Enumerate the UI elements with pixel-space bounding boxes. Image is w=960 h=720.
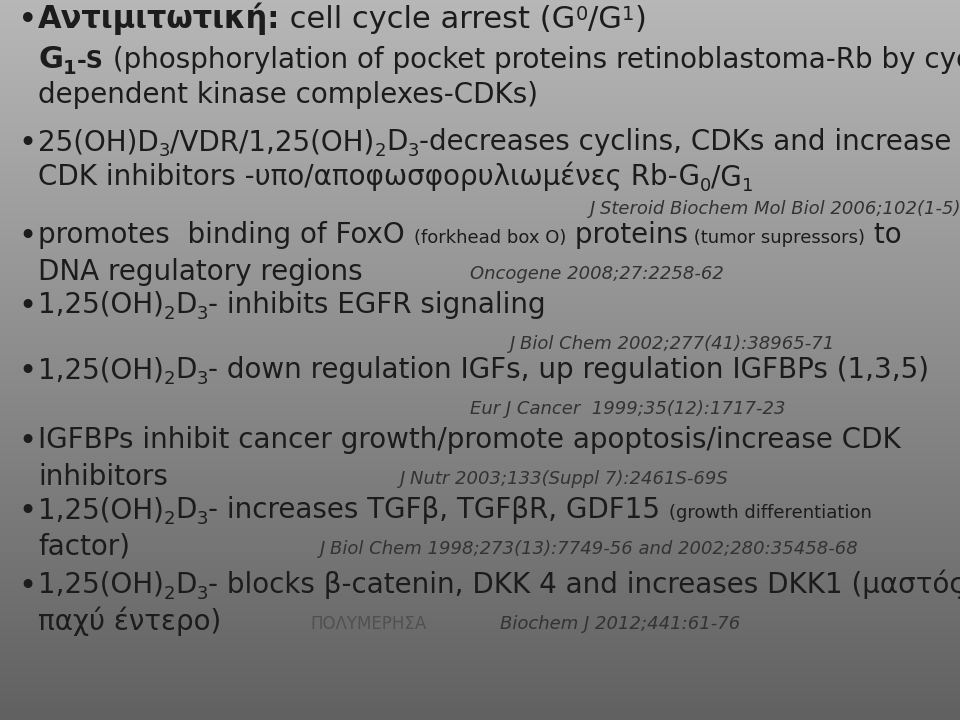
Text: 0: 0 (700, 177, 711, 195)
Text: •: • (18, 292, 36, 321)
Text: 2: 2 (164, 585, 176, 603)
Text: 0: 0 (576, 5, 588, 24)
Text: factor): factor) (38, 533, 130, 561)
Text: DNA regulatory regions: DNA regulatory regions (38, 258, 363, 286)
Text: /G: /G (588, 5, 622, 34)
Text: (forkhead box O): (forkhead box O) (414, 229, 565, 247)
Text: /G: /G (711, 163, 742, 191)
Text: G: G (38, 45, 63, 74)
Text: inhibitors: inhibitors (38, 463, 168, 491)
Text: Eur J Cancer  1999;35(12):1717-23: Eur J Cancer 1999;35(12):1717-23 (470, 400, 785, 418)
Text: 3: 3 (158, 142, 170, 160)
Text: 3: 3 (407, 142, 419, 160)
Text: παχύ έντερο): παχύ έντερο) (38, 606, 221, 636)
Text: 3: 3 (197, 510, 208, 528)
Text: proteins: proteins (565, 221, 688, 249)
Text: •: • (18, 4, 37, 37)
Text: ΠΟΛΥΜΕΡΗΣΑ: ΠΟΛΥΜΕΡΗΣΑ (310, 616, 426, 634)
Text: •: • (18, 129, 36, 158)
Text: 25(OH)D: 25(OH)D (38, 128, 158, 156)
Text: -decreases cyclins, CDKs and increase: -decreases cyclins, CDKs and increase (419, 128, 951, 156)
Text: 2: 2 (374, 142, 386, 160)
Text: D: D (176, 356, 197, 384)
Text: 1: 1 (63, 59, 77, 78)
Text: to: to (865, 221, 901, 249)
Text: 1,25(OH): 1,25(OH) (38, 571, 164, 599)
Text: - down regulation IGFs, up regulation IGFBPs (1,3,5): - down regulation IGFs, up regulation IG… (208, 356, 929, 384)
Text: - inhibits EGFR signaling: - inhibits EGFR signaling (208, 291, 546, 319)
Text: (tumor supressors): (tumor supressors) (688, 229, 865, 247)
Text: (phosphorylation of pocket proteins retinoblastoma-Rb by cyclin: (phosphorylation of pocket proteins reti… (104, 46, 960, 74)
Text: Oncogene 2008;27:2258-62: Oncogene 2008;27:2258-62 (470, 265, 724, 283)
Text: J Biol Chem 1998;273(13):7749-56 and 2002;280:35458-68: J Biol Chem 1998;273(13):7749-56 and 200… (320, 540, 859, 558)
Text: /VDR/1,25(OH): /VDR/1,25(OH) (170, 128, 374, 156)
Text: J Steroid Biochem Mol Biol 2006;102(1-5):156-62: J Steroid Biochem Mol Biol 2006;102(1-5)… (590, 200, 960, 218)
Text: (growth differentiation: (growth differentiation (669, 504, 872, 522)
Text: - blocks β-catenin, DKK 4 and increases DKK1 (μαστός,: - blocks β-catenin, DKK 4 and increases … (208, 570, 960, 599)
Text: -S: -S (77, 49, 104, 73)
Text: •: • (18, 427, 36, 456)
Text: •: • (18, 222, 36, 251)
Text: D: D (176, 496, 197, 524)
Text: dependent kinase complexes-CDKs): dependent kinase complexes-CDKs) (38, 81, 538, 109)
Text: 2: 2 (164, 510, 176, 528)
Text: •: • (18, 497, 36, 526)
Text: ): ) (635, 5, 646, 34)
Text: 2: 2 (164, 370, 176, 388)
Text: promotes  binding of FoxO: promotes binding of FoxO (38, 221, 414, 249)
Text: 3: 3 (197, 305, 208, 323)
Text: 3: 3 (197, 585, 208, 603)
Text: Αντιμιτωτική:: Αντιμιτωτική: (38, 2, 280, 35)
Text: D: D (176, 291, 197, 319)
Text: - increases TGFβ, TGFβR, GDF15: - increases TGFβ, TGFβR, GDF15 (208, 496, 669, 524)
Text: D: D (386, 128, 407, 156)
Text: 1,25(OH): 1,25(OH) (38, 356, 164, 384)
Text: 1,25(OH): 1,25(OH) (38, 496, 164, 524)
Text: D: D (176, 571, 197, 599)
Text: 3: 3 (197, 370, 208, 388)
Text: 1: 1 (742, 177, 754, 195)
Text: •: • (18, 357, 36, 386)
Text: 1: 1 (622, 5, 635, 24)
Text: Biochem J 2012;441:61-76: Biochem J 2012;441:61-76 (500, 616, 740, 634)
Text: 2: 2 (164, 305, 176, 323)
Text: •: • (18, 572, 36, 601)
Text: IGFBPs inhibit cancer growth/promote apoptosis/increase CDK: IGFBPs inhibit cancer growth/promote apo… (38, 426, 900, 454)
Text: J Biol Chem 2002;277(41):38965-71: J Biol Chem 2002;277(41):38965-71 (510, 336, 835, 354)
Text: J Nutr 2003;133(Suppl 7):2461S-69S: J Nutr 2003;133(Suppl 7):2461S-69S (400, 470, 729, 488)
Text: cell cycle arrest (G: cell cycle arrest (G (280, 5, 576, 34)
Text: CDK inhibitors -υπο/αποφωσφορυλιωμένες Rb-G: CDK inhibitors -υπο/αποφωσφορυλιωμένες R… (38, 161, 700, 191)
Text: 1,25(OH): 1,25(OH) (38, 291, 164, 319)
